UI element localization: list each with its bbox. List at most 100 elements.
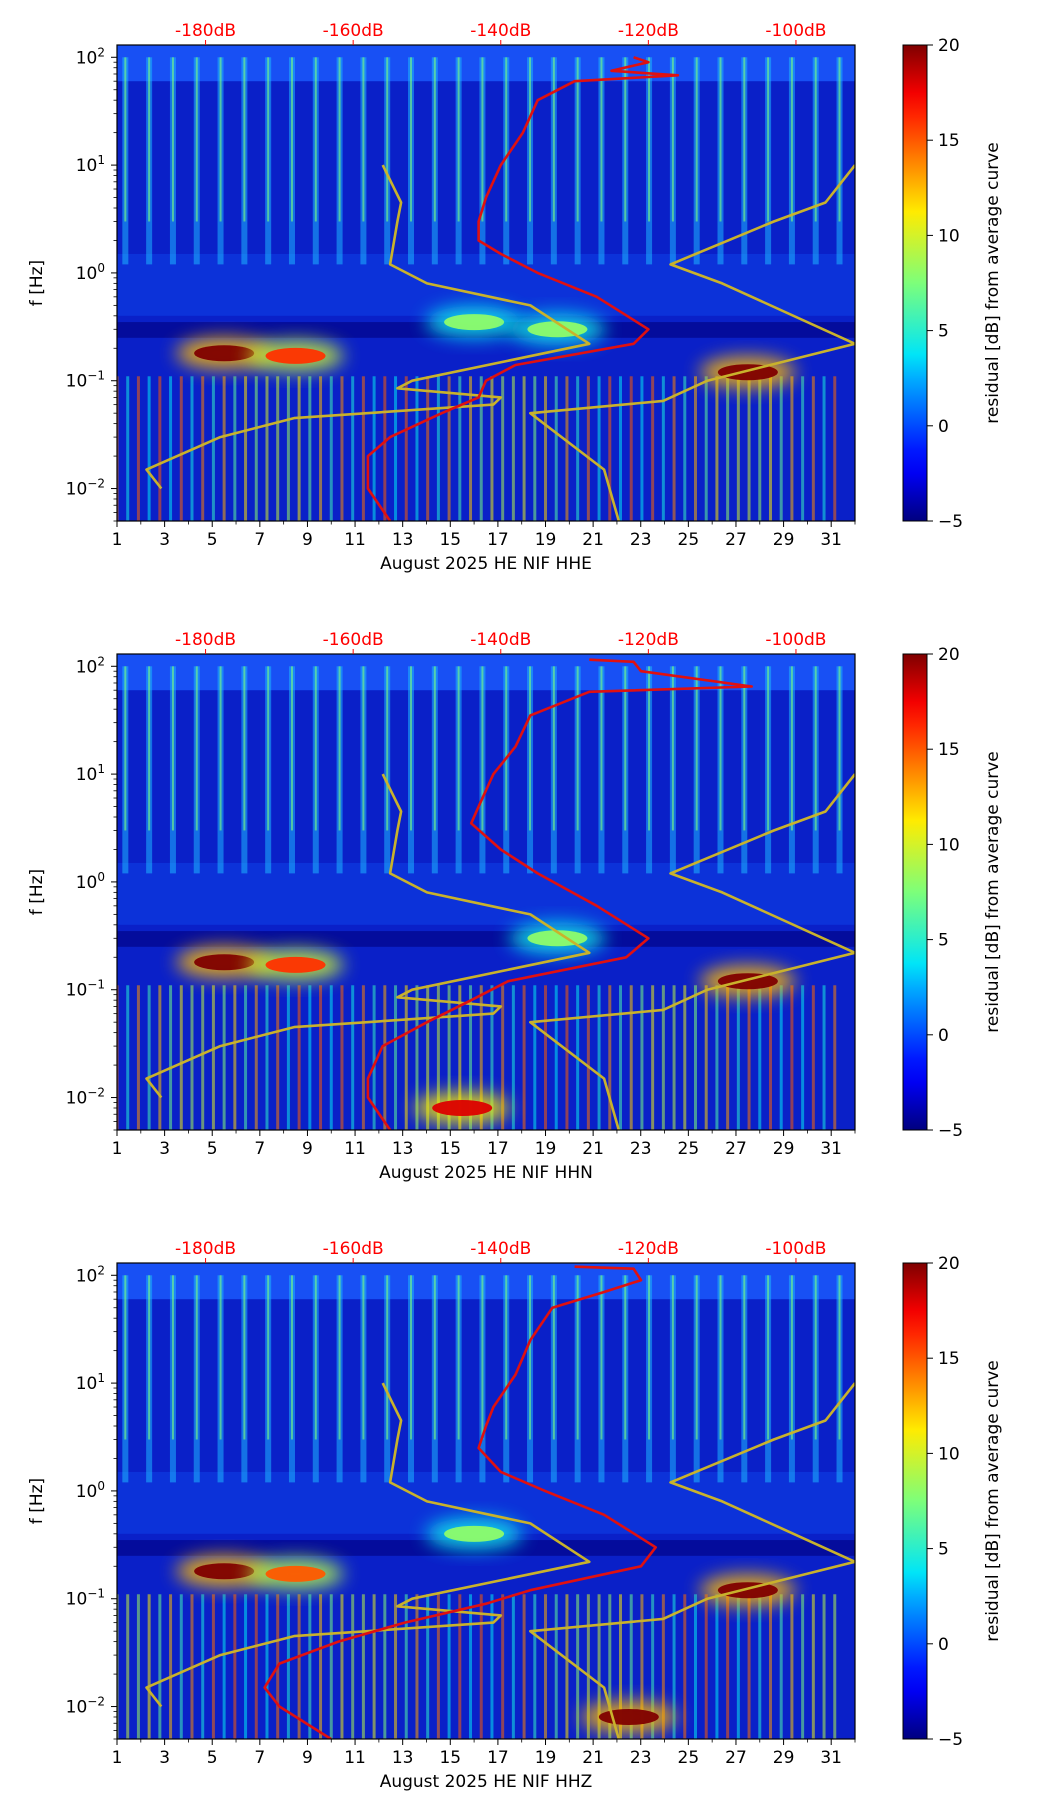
- day-stripe-core: [576, 1275, 579, 1440]
- transient-streak: [619, 376, 623, 521]
- transient-streak: [704, 1594, 708, 1739]
- transient-streak: [501, 376, 505, 521]
- transient-streak: [436, 1594, 440, 1739]
- transient-streak: [715, 985, 719, 1130]
- day-stripe-core: [576, 666, 579, 831]
- top-tick-label: -120dB: [618, 630, 679, 650]
- hot-spot: [717, 364, 778, 381]
- x-tick-label: 23: [630, 1139, 652, 1159]
- top-tick-label: -100dB: [765, 21, 826, 41]
- x-tick-label: 17: [487, 1139, 509, 1159]
- colorbar-tick-label: 10: [938, 226, 960, 246]
- noise-model-curve: [529, 1382, 855, 1739]
- transient-streak: [383, 1594, 387, 1739]
- y-tick-exponent: −1: [87, 978, 105, 992]
- day-stripe-core: [648, 57, 651, 222]
- transient-streak: [244, 1594, 248, 1739]
- x-tick-label: 21: [582, 530, 604, 550]
- transient-streak: [351, 985, 355, 1130]
- day-stripe-core: [648, 666, 651, 831]
- transient-streak: [426, 985, 430, 1130]
- transient-streak: [361, 985, 365, 1130]
- transient-streak: [586, 985, 590, 1130]
- hot-spot: [194, 1563, 255, 1580]
- transient-streak: [158, 1594, 162, 1739]
- hot-spot: [598, 1708, 659, 1725]
- spectrogram-image: [117, 654, 855, 1130]
- day-stripe-core: [410, 666, 413, 831]
- transient-streak: [801, 376, 805, 521]
- band-high-freq: [117, 1263, 855, 1300]
- transient-streak: [704, 376, 708, 521]
- day-stripe-core: [552, 57, 555, 222]
- transient-streak: [254, 376, 258, 521]
- x-tick-label: 17: [487, 530, 509, 550]
- x-tick-label: 1: [112, 530, 123, 550]
- y-tick-base: 10: [66, 1590, 88, 1610]
- transient-streak: [117, 376, 119, 521]
- day-stripe-core: [171, 666, 174, 831]
- top-tick-label: -160dB: [323, 1239, 384, 1259]
- y-tick-exponent: −2: [87, 1086, 105, 1100]
- y-tick-base: 10: [66, 480, 88, 500]
- x-tick-label: 5: [207, 1139, 218, 1159]
- day-stripe-core: [148, 666, 151, 831]
- day-stripe-core: [481, 666, 484, 831]
- transient-streak: [554, 985, 558, 1130]
- x-tick-label: 19: [535, 530, 557, 550]
- transient-streak: [169, 1594, 173, 1739]
- day-stripe-core: [529, 57, 532, 222]
- transient-streak: [169, 376, 173, 521]
- transient-streak: [383, 376, 387, 521]
- x-tick-label: 17: [487, 1748, 509, 1768]
- colorbar-tick-label: 15: [938, 1349, 960, 1369]
- day-stripe-core: [457, 666, 460, 831]
- transient-streak: [404, 1594, 408, 1739]
- y-tick-base: 10: [76, 48, 98, 68]
- average-noise-curve: [263, 1265, 657, 1739]
- y-tick-label: 10−1: [66, 978, 105, 1001]
- transient-streak: [372, 376, 376, 521]
- colorbar-tick-label: 10: [938, 835, 960, 855]
- transient-streak: [822, 376, 826, 521]
- x-tick-label: 29: [773, 530, 795, 550]
- y-tick-base: 10: [76, 657, 98, 677]
- transient-streak: [329, 376, 333, 521]
- transient-streak: [233, 376, 237, 521]
- transient-streak: [533, 985, 537, 1130]
- transient-streak: [404, 376, 408, 521]
- transient-streak: [126, 985, 130, 1130]
- band-microseism: [117, 862, 855, 925]
- transient-streak: [693, 1594, 697, 1739]
- transient-streak: [683, 1594, 687, 1739]
- x-tick-label: 15: [439, 1139, 461, 1159]
- transient-streak: [490, 1594, 494, 1739]
- day-stripe-core: [576, 57, 579, 222]
- y-tick-label: 101: [76, 762, 105, 785]
- colorbar-tick-label: 5: [938, 322, 949, 342]
- transient-streak: [768, 985, 772, 1130]
- transient-streak: [511, 1594, 515, 1739]
- transient-streak: [147, 985, 151, 1130]
- y-tick-exponent: 2: [97, 654, 105, 668]
- transient-streak: [565, 1594, 569, 1739]
- day-stripe-core: [600, 666, 603, 831]
- y-tick-label: 100: [76, 1479, 105, 1502]
- transient-streak: [244, 985, 248, 1130]
- top-tick-label: -180dB: [175, 1239, 236, 1259]
- day-stripe-core: [719, 57, 722, 222]
- transient-streak: [126, 376, 130, 521]
- transient-streak: [586, 376, 590, 521]
- transient-streak: [811, 985, 815, 1130]
- colorbar-tick-label: −5: [938, 512, 963, 532]
- day-stripe-core: [743, 666, 746, 831]
- x-axis-label: August 2025 HE NIF HHZ: [380, 1772, 593, 1792]
- colorbar-tick-label: 20: [938, 1254, 960, 1274]
- transient-streak: [811, 1594, 815, 1739]
- y-tick-label: 101: [76, 153, 105, 176]
- transient-streak: [801, 985, 805, 1130]
- day-stripe-core: [386, 666, 389, 831]
- transient-streak: [822, 985, 826, 1130]
- colorbar-tick-label: 0: [938, 1635, 949, 1655]
